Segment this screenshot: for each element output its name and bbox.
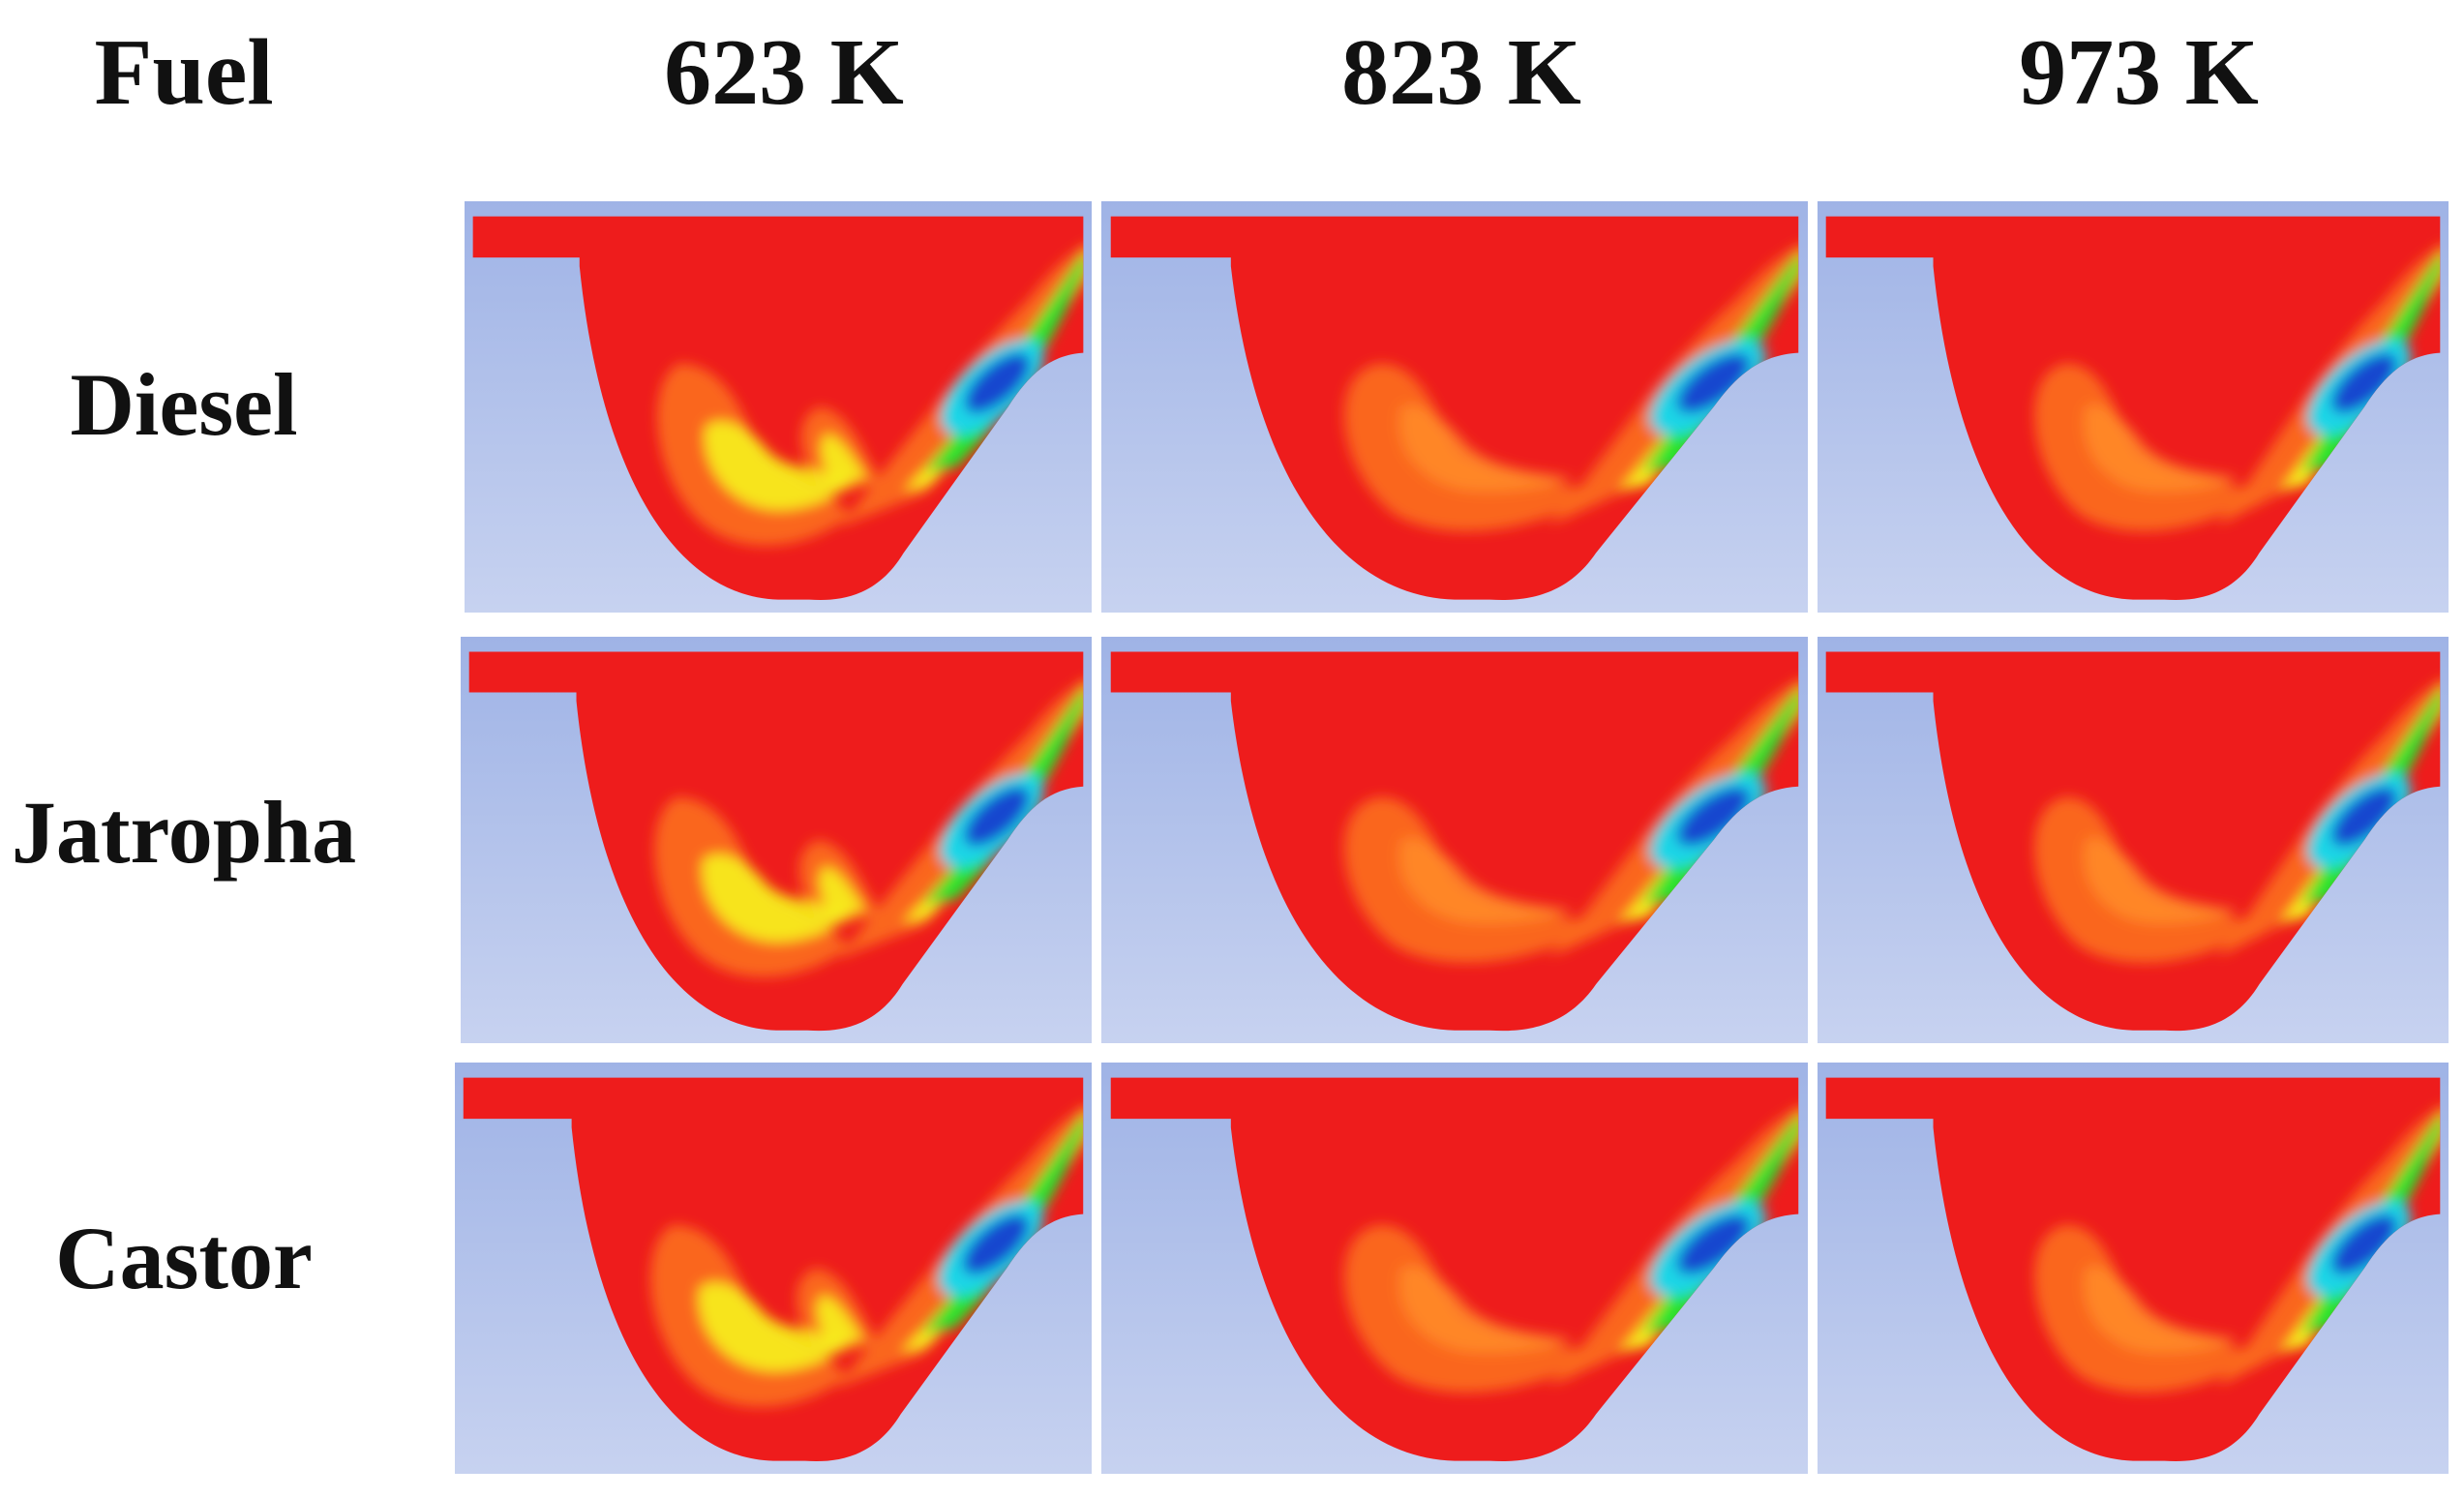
fuel-header: Fuel [94,20,274,125]
contour-plot [455,1063,1092,1474]
contour-plot [1101,637,1808,1043]
contour-panel-diesel-823k [1101,201,1808,613]
contour-plot [1818,1063,2449,1474]
row-label-jatropha: Jatropha [11,783,357,882]
column-header-623k: 623 K [664,20,904,125]
row-label-castor: Castor [55,1209,313,1307]
contour-plot [1818,201,2449,613]
contour-plot [1101,201,1808,613]
contour-panel-diesel-623k [465,201,1092,613]
contour-plot [1101,1063,1808,1474]
column-header-823k: 823 K [1341,20,1581,125]
contour-plot [461,637,1092,1043]
contour-panel-diesel-973k [1818,201,2449,613]
contour-panel-jatropha-973k [1818,637,2449,1043]
contour-panel-castor-623k [455,1063,1092,1474]
contour-plot [465,201,1092,613]
contour-panel-castor-973k [1818,1063,2449,1474]
column-header-973k: 973 K [2019,20,2259,125]
contour-panel-jatropha-823k [1101,637,1808,1043]
row-label-diesel: Diesel [70,355,298,454]
contour-panel-jatropha-623k [461,637,1092,1043]
contour-plot [1818,637,2449,1043]
contour-panel-castor-823k [1101,1063,1808,1474]
